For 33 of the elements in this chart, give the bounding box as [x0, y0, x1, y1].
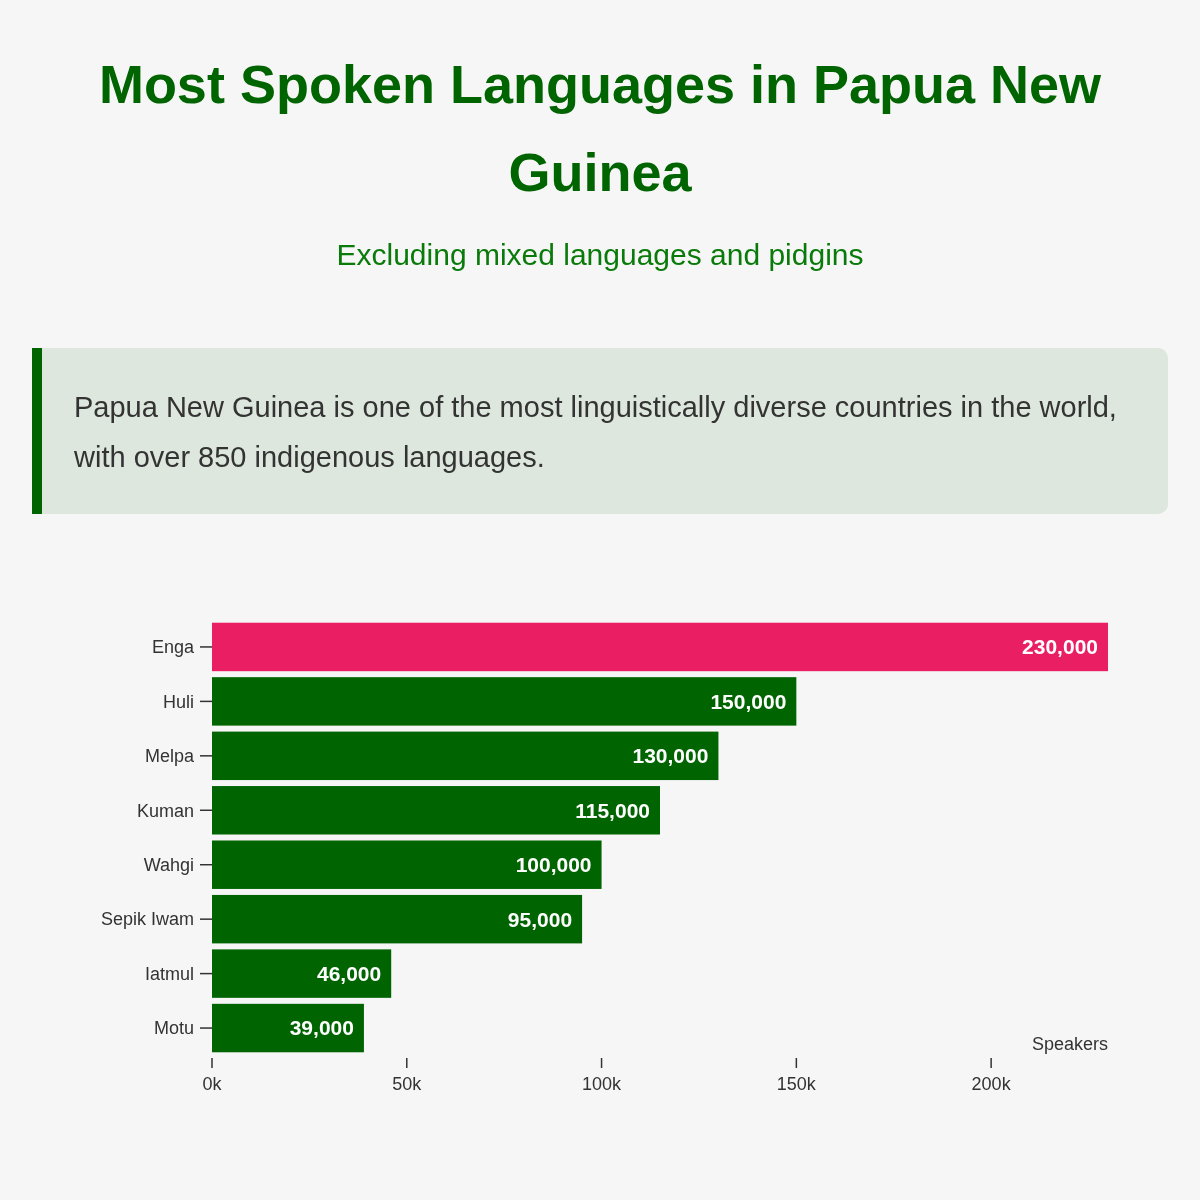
x-tick-label: 150k — [776, 1074, 817, 1094]
bar — [212, 786, 660, 835]
y-tick-label: Wahgi — [143, 855, 194, 876]
x-tick-label: 0k — [202, 1074, 223, 1094]
data-label: 39,000 — [289, 1016, 354, 1040]
bar — [212, 894, 583, 944]
data-label: 230,000 — [1022, 635, 1098, 659]
y-tick-label: Huli — [162, 691, 194, 712]
data-label: 95,000 — [507, 907, 573, 931]
x-tick-label: 50k — [392, 1074, 423, 1094]
bar — [212, 677, 797, 726]
y-tick-label: Iatmul — [144, 963, 194, 984]
data-label: 115,000 — [575, 798, 650, 822]
text: Papua New Guinea is one of the most linguistically diverse countries in the world, with over 850 indigenous languages. — [32, 348, 1168, 514]
data-label: 100,000 — [515, 853, 592, 877]
y-tick-label: Motu — [153, 1018, 194, 1039]
chart-subtitle: Excluding mixed languages and pidgins — [335, 238, 865, 272]
x-tick-label: 100k — [582, 1074, 623, 1094]
bar — [212, 1003, 364, 1053]
bar — [212, 840, 602, 889]
data-label: 150,000 — [710, 689, 787, 713]
y-tick-label: Melpa — [144, 746, 195, 767]
data-label: 46,000 — [316, 961, 382, 985]
y-tick-label: Sepik Iwam — [100, 909, 194, 930]
bar — [212, 731, 719, 781]
bar — [212, 622, 1108, 672]
chart-title: Most Spoken Languages in Papua New Guinea — [97, 53, 1103, 204]
y-tick-label: Enga — [151, 637, 195, 658]
x-axis-title: Speakers — [1031, 1034, 1108, 1054]
y-tick-label: Kuman — [136, 800, 194, 821]
data-label: 130,000 — [632, 744, 709, 768]
bar — [212, 949, 392, 998]
x-tick-label: 200k — [971, 1074, 1012, 1094]
